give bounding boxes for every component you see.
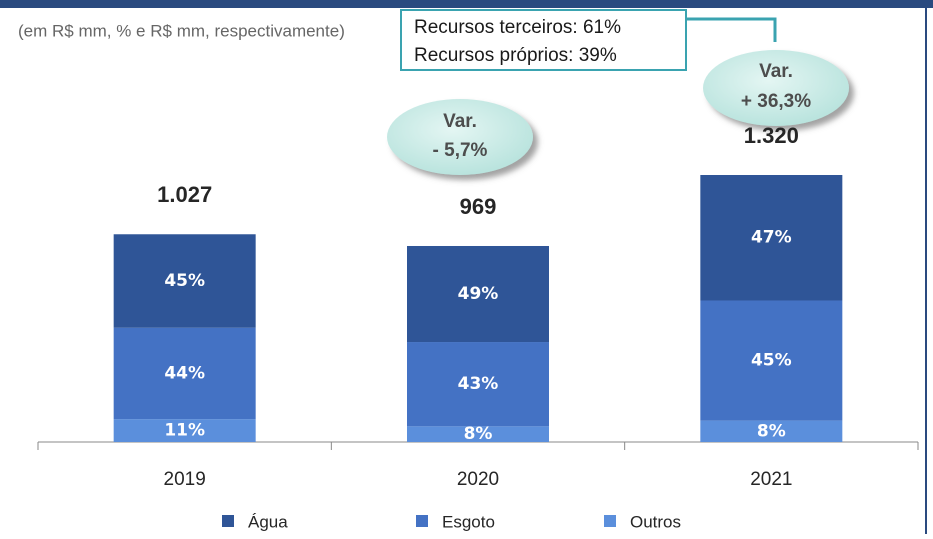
- value-label: 49%: [458, 284, 499, 304]
- bar-segment: [113, 419, 256, 442]
- bar-segment: [407, 342, 549, 427]
- connector: [686, 17, 777, 42]
- bar-segment: [700, 420, 843, 442]
- value-label: 8%: [464, 424, 493, 444]
- box-line: Recursos próprios: 39%: [414, 45, 617, 66]
- value-label: 47%: [751, 228, 792, 248]
- legend-swatch: [416, 515, 428, 527]
- annotation: Var.: [443, 111, 477, 132]
- bubble: [703, 50, 849, 126]
- box: [400, 9, 687, 71]
- box-line: Recursos terceiros: 61%: [414, 17, 621, 38]
- bar-segment: [407, 426, 549, 442]
- bubble: [387, 99, 533, 175]
- value-label: 43%: [458, 374, 499, 394]
- x-tick-label: 2019: [164, 469, 206, 490]
- value-label: 45%: [751, 351, 792, 371]
- x-tick-label: 2021: [750, 469, 792, 490]
- value-label: 45%: [164, 271, 205, 291]
- annotation: Var.: [759, 61, 793, 82]
- bar-segment: [113, 327, 256, 420]
- top-border: [0, 0, 933, 8]
- bar-segment: [113, 234, 256, 328]
- legend-swatch: [604, 515, 616, 527]
- legend-label: Esgoto: [442, 512, 495, 531]
- legend-label: Outros: [630, 512, 681, 531]
- value-label: 8%: [757, 421, 786, 441]
- subtitle: (em R$ mm, % e R$ mm, respectivamente): [18, 21, 345, 40]
- annotation: - 5,7%: [433, 140, 488, 161]
- legend-label: Água: [248, 512, 288, 531]
- total-label: 969: [460, 194, 497, 219]
- bar-segment: [700, 175, 843, 301]
- x-tick-label: 2020: [457, 469, 499, 490]
- annotation: + 36,3%: [741, 91, 811, 112]
- legend-swatch: [222, 515, 234, 527]
- total-label: 1.320: [744, 123, 799, 148]
- bar-segment: [700, 300, 843, 421]
- value-label: 11%: [164, 421, 205, 441]
- bar-segment: [407, 245, 549, 343]
- value-label: 44%: [164, 363, 205, 383]
- total-label: 1.027: [157, 182, 212, 207]
